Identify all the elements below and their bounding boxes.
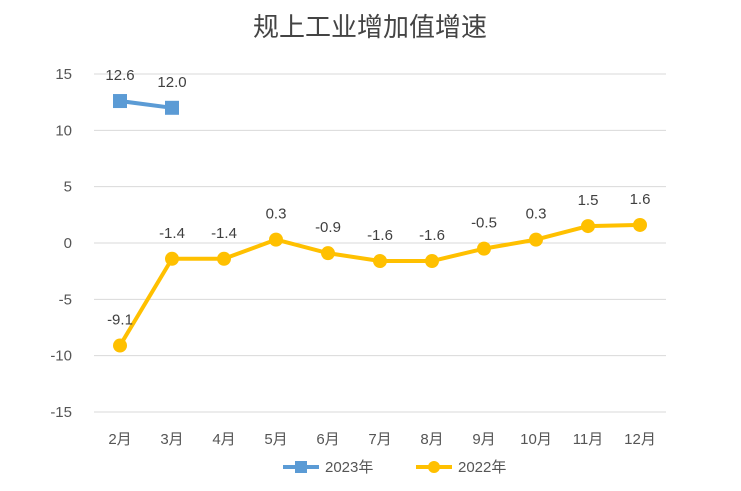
data-label: 12.0 xyxy=(157,74,186,91)
series-line xyxy=(118,99,174,110)
series-1 xyxy=(113,94,179,115)
data-point xyxy=(165,100,179,115)
data-point xyxy=(581,219,595,234)
y-tick-label: -15 xyxy=(50,404,72,421)
data-point xyxy=(425,254,439,269)
data-point xyxy=(269,232,283,247)
data-label: -1.4 xyxy=(159,225,185,242)
legend-label: 2023年 xyxy=(325,459,373,476)
data-point xyxy=(165,251,179,266)
data-point xyxy=(373,254,387,269)
y-tick-label: -10 xyxy=(50,348,72,365)
x-axis: 2月 3月 4月 5月 6月 7月 8月 9月 10月 11月 12月 xyxy=(108,431,656,448)
x-tick-label: 8月 xyxy=(420,431,443,448)
data-label: 1.6 xyxy=(630,191,651,208)
data-point xyxy=(113,94,127,109)
x-tick-label: 12月 xyxy=(624,431,656,448)
data-label: -1.6 xyxy=(419,227,445,244)
data-point xyxy=(529,232,543,247)
data-labels: 12.6 12.0 -9.1 -1.4 -1.4 0.3 -0.9 -1.6 -1.6 -0.5 0… xyxy=(105,67,650,328)
legend-marker xyxy=(428,461,440,473)
x-tick-label: 6月 xyxy=(316,431,339,448)
x-tick-label: 4月 xyxy=(212,431,235,448)
legend-label: 2022年 xyxy=(458,459,506,476)
series-layer xyxy=(113,94,647,353)
grid-layer xyxy=(94,73,666,413)
data-label: 0.3 xyxy=(266,206,287,223)
legend-marker xyxy=(295,461,307,473)
x-tick-label: 2月 xyxy=(108,431,131,448)
data-label: -1.6 xyxy=(367,227,393,244)
y-tick-label: 5 xyxy=(64,179,72,196)
data-label: -0.9 xyxy=(315,219,341,236)
data-label: -9.1 xyxy=(107,312,133,329)
data-label: 12.6 xyxy=(105,67,134,84)
data-point xyxy=(321,246,335,261)
data-label: -1.4 xyxy=(211,225,237,242)
x-tick-label: 11月 xyxy=(573,431,604,448)
y-tick-label: 0 xyxy=(64,235,72,252)
data-label: 1.5 xyxy=(578,192,599,209)
x-tick-label: 5月 xyxy=(264,431,287,448)
y-axis: 15 10 5 0 -5 -10 -15 xyxy=(50,66,72,421)
data-label: -0.5 xyxy=(471,215,497,232)
x-tick-label: 10月 xyxy=(520,431,552,448)
data-point xyxy=(217,251,231,266)
y-tick-label: 10 xyxy=(55,122,72,139)
data-point xyxy=(113,338,127,353)
chart-title: 规上工业增加值增速 xyxy=(253,13,487,43)
legend-item-1: 2023年 xyxy=(283,459,373,476)
data-label: 0.3 xyxy=(526,206,547,223)
legend: 2023年 2022年 xyxy=(283,459,506,476)
y-tick-label: -5 xyxy=(59,291,72,308)
data-point xyxy=(633,217,647,232)
legend-item-2: 2022年 xyxy=(416,459,506,476)
series-2 xyxy=(113,217,647,353)
x-tick-label: 3月 xyxy=(160,431,183,448)
x-tick-label: 7月 xyxy=(368,431,391,448)
data-point xyxy=(477,241,491,256)
y-tick-label: 15 xyxy=(55,66,72,83)
x-tick-label: 9月 xyxy=(472,431,495,448)
